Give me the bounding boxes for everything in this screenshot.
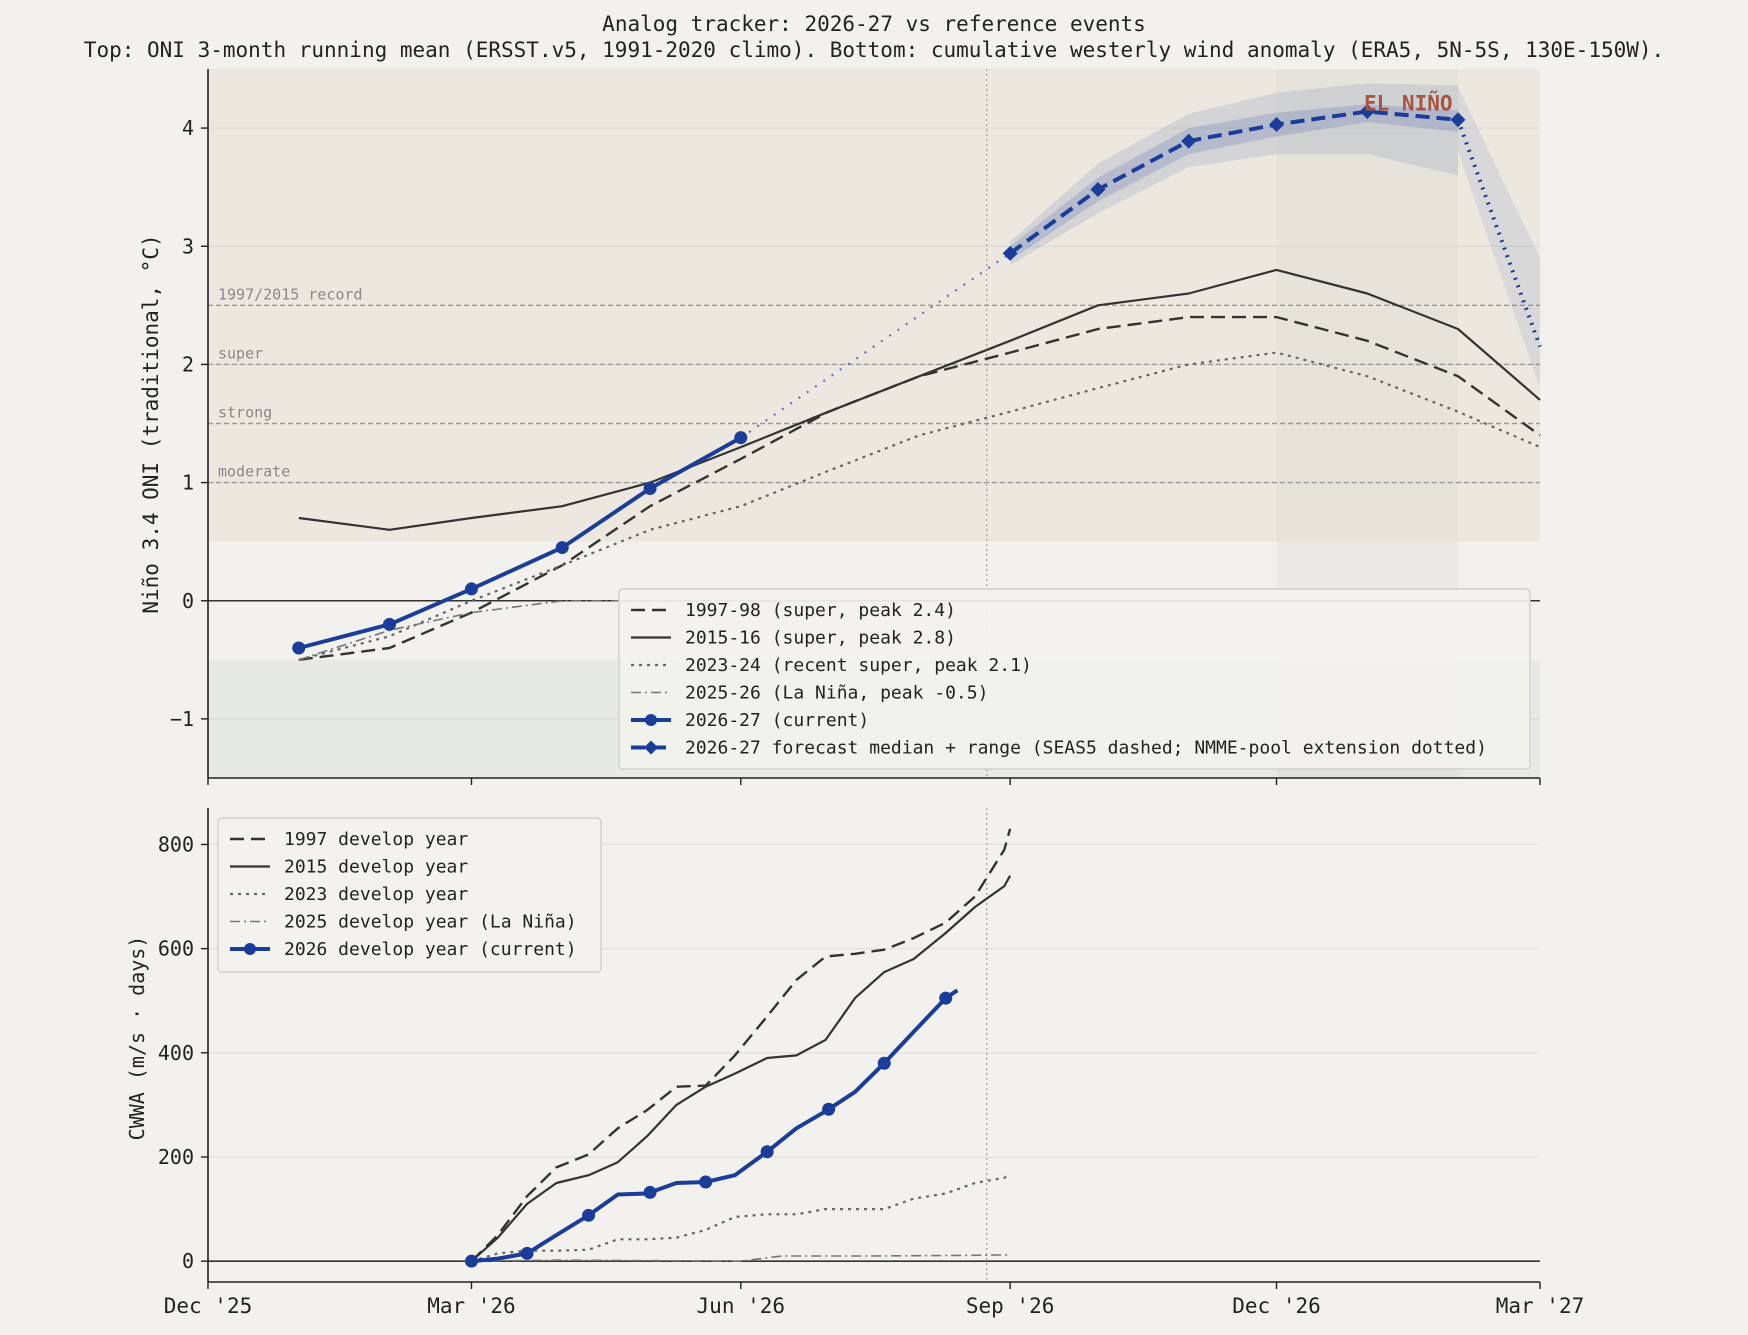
marker-forecast-2026-10-01 xyxy=(1090,182,1106,198)
cwwa-line-2026-develop-year-current xyxy=(471,988,959,1264)
forecast-outer-range xyxy=(1010,83,1458,266)
x-tick-label-dec-25: Dec '25 xyxy=(164,1294,253,1318)
cwwa-series-markers xyxy=(464,991,953,1268)
threshold-label-strong: strong xyxy=(218,404,272,422)
oni-ytick-label-0: 0 xyxy=(182,589,194,613)
cwwa-ytick-label-400: 400 xyxy=(158,1041,194,1065)
marker-forecast-2027-01-01 xyxy=(1359,104,1375,120)
x-tick-label-mar-26: Mar '26 xyxy=(427,1294,516,1318)
cwwa-marker-2026-04-10 xyxy=(582,1208,596,1222)
forecast-range-bands xyxy=(1010,83,1540,389)
marker-forecast-2026-11-01 xyxy=(1181,133,1197,149)
forecast-bridge-line xyxy=(740,252,1011,439)
chart-title: Analog tracker: 2026-27 vs reference eve… xyxy=(602,12,1146,36)
oni-legend-label-2025-26-la-ni-a-peak-0-5: 2025-26 (La Niña, peak -0.5) xyxy=(685,683,988,704)
oni-axes: −1 0 1 2 3 4 xyxy=(170,69,1541,785)
cwwa-series-lines xyxy=(470,828,1012,1264)
oni-legend: 1997-98 (super, peak 2.4) 2015-16 (super,… xyxy=(618,588,1531,770)
cwwa-marker-2026-05-01 xyxy=(643,1185,657,1199)
cwwa-legend-box xyxy=(217,817,602,973)
x-tick-label-mar-27: Mar '27 xyxy=(1496,1294,1585,1318)
oni-legend-label-2026-27-forecast-median-range-seas5-dashed-nmme-pool-extension-dotted: 2026-27 forecast median + range (SEAS5 d… xyxy=(685,738,1487,759)
cwwa-legend-label-1997-develop-year: 1997 develop year xyxy=(284,829,468,850)
marker-current-oni-2026-03-01 xyxy=(464,582,478,596)
series-line-1997-98-super-peak-2-4 xyxy=(298,315,1541,661)
cwwa-legend: 1997 develop year 2015 develop year 2023 d… xyxy=(217,817,602,973)
oni-legend-label-2015-16-super-peak-2-8: 2015-16 (super, peak 2.8) xyxy=(685,628,956,649)
marker-current-oni-2026-06-01 xyxy=(734,431,748,445)
threshold-label-super: super xyxy=(218,344,263,362)
chart-subtitle: Top: ONI 3-month running mean (ERSST.v5,… xyxy=(84,38,1664,62)
oni-legend-label-1997-98-super-peak-2-4: 1997-98 (super, peak 2.4) xyxy=(685,600,956,621)
forecast-extension-range xyxy=(1458,86,1540,389)
series-line-2023-24-recent-super-peak-2-1 xyxy=(298,351,1541,661)
oni-legend-label-2023-24-recent-super-peak-2-1: 2023-24 (recent super, peak 2.1) xyxy=(685,655,1032,676)
oni-legend-marker-forecast xyxy=(644,740,658,755)
oni-legend-marker-current xyxy=(645,714,657,726)
cwwa-line-1997-develop-year xyxy=(470,828,1012,1263)
oni-ytick-label-2: 2 xyxy=(182,352,194,376)
cwwa-legend-label-2025-develop-year-la-ni-a: 2025 develop year (La Niña) xyxy=(284,912,577,933)
marker-current-oni-2026-01-01 xyxy=(292,641,306,655)
marker-current-oni-2026-04-01 xyxy=(555,541,569,555)
marker-forecast-2026-12-01 xyxy=(1269,117,1285,133)
marker-current-oni-2026-05-01 xyxy=(643,481,657,495)
series-line-2026-27-current xyxy=(298,435,742,650)
threshold-label-moderate: moderate xyxy=(218,463,290,481)
cwwa-marker-2026-03-20 xyxy=(520,1246,534,1260)
cwwa-marker-2026-07-20 xyxy=(877,1056,891,1070)
x-tick-label-dec-26: Dec '26 xyxy=(1232,1294,1321,1318)
cwwa-ytick-label-600: 600 xyxy=(158,937,194,961)
oni-series-lines xyxy=(298,109,1542,661)
marker-forecast-2027-02-01 xyxy=(1450,112,1466,128)
oni-legend-label-2026-27-current: 2026-27 (current) xyxy=(685,710,869,731)
cwwa-legend-label-2026-develop-year-current: 2026 develop year (current) xyxy=(284,939,577,960)
cwwa-marker-2026-05-20 xyxy=(699,1175,713,1189)
cwwa-grid xyxy=(208,808,1540,1282)
marker-forecast-2026-09-01 xyxy=(1002,245,1018,261)
oni-ytick-label-1: 1 xyxy=(182,471,194,495)
oni-thresholds: moderate strong super 1997/2015 record xyxy=(208,285,1540,484)
cwwa-y-axis-label: CWWA (m/s · days) xyxy=(125,936,149,1141)
series-line-2015-16-super-peak-2-8 xyxy=(298,268,1541,531)
oni-ytick-label-3: 3 xyxy=(182,234,194,258)
forecast-extension-line xyxy=(1456,119,1542,348)
cwwa-marker-2026-03-01 xyxy=(464,1254,478,1268)
forecast-inner-range xyxy=(1010,104,1458,261)
cwwa-marker-2026-08-10 xyxy=(939,991,953,1005)
threshold-label-1997-2015-record: 1997/2015 record xyxy=(218,285,363,303)
oni-ytick-label-1: −1 xyxy=(170,707,194,731)
oni-ytick-label-4: 4 xyxy=(182,116,194,140)
marker-current-oni-2026-02-01 xyxy=(383,617,397,631)
x-tick-label-sep-26: Sep '26 xyxy=(966,1294,1055,1318)
cwwa-axes: 0 200 400 600 800 Dec '25 Mar '26 Jun '26 Sep '2… xyxy=(158,808,1584,1318)
cwwa-line-2025-develop-year-la-ni-a xyxy=(471,1254,1011,1262)
oni-panel: moderate strong super 1997/2015 record −1 0 1… xyxy=(139,69,1542,785)
cwwa-legend-label-2023-develop-year: 2023 develop year xyxy=(284,884,468,905)
cwwa-ytick-label-800: 800 xyxy=(158,832,194,856)
cwwa-ytick-label-200: 200 xyxy=(158,1145,194,1169)
cwwa-legend-label-2015-develop-year: 2015 develop year xyxy=(284,857,468,878)
x-tick-label-jun-26: Jun '26 xyxy=(697,1294,786,1318)
series-line-2026-27-forecast-median-range-seas5-dashed-nmme-pool-extension-dotted xyxy=(1008,109,1459,255)
el-nino-annotation: EL NIÑO xyxy=(1364,90,1453,115)
cwwa-marker-2026-07-01 xyxy=(822,1102,836,1116)
oni-series-markers xyxy=(292,104,1466,655)
cwwa-legend-marker-current xyxy=(244,943,256,955)
oni-y-axis-label: Niño 3.4 ONI (traditional, °C) xyxy=(139,234,163,613)
cwwa-line-2015-develop-year xyxy=(470,875,1012,1263)
cwwa-ytick-label-0: 0 xyxy=(182,1249,194,1273)
cwwa-panel: 0 200 400 600 800 Dec '25 Mar '26 Jun '26 Sep '2… xyxy=(125,808,1584,1318)
oni-legend-box xyxy=(618,588,1531,770)
cwwa-marker-2026-06-10 xyxy=(760,1145,774,1159)
